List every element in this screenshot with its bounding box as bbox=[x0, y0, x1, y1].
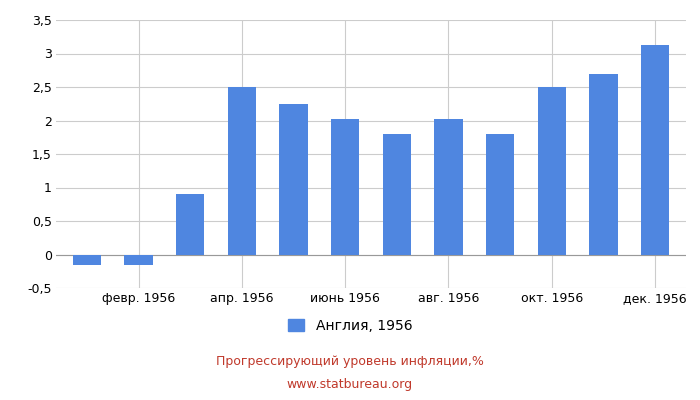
Bar bbox=[434, 119, 463, 254]
Bar bbox=[589, 74, 617, 254]
Bar bbox=[279, 104, 308, 254]
Bar bbox=[228, 87, 256, 254]
Bar bbox=[486, 134, 514, 254]
Bar bbox=[538, 87, 566, 254]
Bar bbox=[383, 134, 411, 254]
Legend: Англия, 1956: Англия, 1956 bbox=[288, 319, 412, 333]
Bar bbox=[640, 45, 669, 254]
Bar bbox=[125, 254, 153, 264]
Text: www.statbureau.org: www.statbureau.org bbox=[287, 378, 413, 391]
Bar bbox=[331, 119, 359, 254]
Bar bbox=[176, 194, 204, 254]
Bar bbox=[73, 254, 102, 264]
Text: Прогрессирующий уровень инфляции,%: Прогрессирующий уровень инфляции,% bbox=[216, 356, 484, 368]
